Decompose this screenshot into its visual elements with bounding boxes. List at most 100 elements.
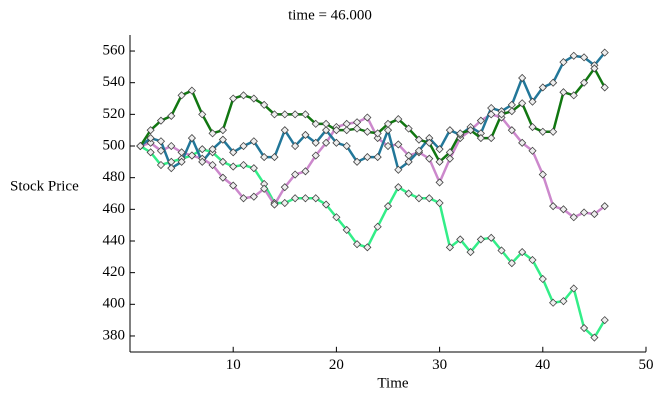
point-marker (146, 134, 155, 143)
point-marker (167, 111, 176, 120)
y-tick-label: 380 (103, 327, 126, 343)
point-marker (342, 225, 351, 234)
point-marker (445, 154, 454, 163)
point-marker (456, 235, 465, 244)
point-marker (538, 83, 547, 92)
point-marker (394, 140, 403, 149)
point-marker (332, 126, 341, 135)
point-marker (414, 146, 424, 155)
y-tick-label: 440 (103, 232, 126, 248)
point-marker (590, 210, 599, 219)
x-tick-label: 20 (329, 357, 344, 373)
point-marker (600, 48, 609, 57)
point-marker (218, 173, 227, 182)
point-marker (270, 200, 279, 209)
x-tick-label: 10 (226, 357, 241, 373)
point-marker (208, 160, 217, 170)
point-marker (559, 88, 568, 97)
point-marker (518, 73, 527, 83)
point-marker (569, 91, 578, 100)
point-marker (218, 126, 227, 135)
point-marker (383, 141, 393, 151)
point-marker (187, 134, 196, 143)
point-marker (456, 129, 465, 138)
point-marker (352, 124, 362, 133)
point-marker (177, 157, 186, 166)
point-marker (311, 119, 320, 128)
point-marker (538, 170, 547, 179)
point-marker (208, 129, 217, 138)
point-marker (363, 243, 372, 252)
point-marker (394, 165, 403, 174)
point-marker (291, 141, 300, 151)
point-marker (249, 137, 258, 146)
point-marker (373, 153, 382, 162)
point-marker (239, 91, 248, 100)
point-marker (352, 240, 362, 249)
point-marker (600, 83, 609, 92)
point-marker (239, 141, 248, 151)
point-marker (301, 130, 310, 139)
point-marker (239, 160, 248, 170)
y-tick-label: 500 (103, 137, 126, 153)
point-marker (260, 153, 269, 162)
point-marker (497, 246, 506, 255)
point-marker (559, 58, 568, 67)
point-marker (487, 134, 496, 143)
y-tick-label: 520 (103, 106, 126, 122)
point-marker (187, 151, 196, 160)
point-marker (414, 135, 424, 144)
point-marker (167, 141, 176, 151)
point-marker (373, 222, 382, 231)
point-marker (549, 127, 558, 136)
y-tick-label: 420 (103, 264, 126, 280)
point-marker (528, 255, 537, 265)
point-marker (507, 107, 516, 116)
point-marker (311, 151, 320, 160)
point-marker (549, 78, 558, 87)
point-marker (383, 202, 393, 211)
point-marker (136, 141, 145, 151)
point-marker (549, 202, 558, 211)
point-marker (208, 145, 217, 154)
point-marker (590, 333, 599, 342)
point-marker (363, 153, 372, 162)
point-marker (177, 91, 186, 100)
point-marker (249, 192, 258, 201)
point-marker (280, 110, 289, 119)
point-marker (549, 298, 558, 307)
point-marker (291, 110, 300, 119)
point-marker (466, 248, 475, 257)
y-tick-label: 480 (103, 169, 126, 185)
point-marker (383, 126, 393, 135)
series-line (139, 66, 606, 164)
point-marker (518, 99, 527, 108)
point-marker (435, 198, 444, 208)
point-marker (301, 194, 310, 203)
point-marker (425, 154, 434, 163)
point-marker (476, 235, 485, 244)
point-marker (600, 202, 609, 211)
point-marker (311, 194, 320, 203)
point-marker (229, 148, 238, 157)
point-marker (146, 148, 155, 157)
y-tick-label: 460 (103, 201, 126, 217)
point-marker (187, 86, 196, 95)
point-marker (146, 126, 155, 135)
point-marker (528, 122, 537, 132)
point-marker (270, 153, 279, 162)
point-marker (156, 116, 166, 125)
point-marker (218, 135, 227, 144)
point-marker (435, 157, 444, 166)
point-marker (363, 113, 372, 122)
point-marker (280, 198, 289, 208)
point-marker (291, 194, 300, 203)
point-marker (580, 208, 589, 217)
chart-title: time = 46.000 (288, 7, 372, 23)
point-marker (249, 94, 258, 103)
y-tick-label: 560 (103, 42, 126, 58)
point-marker (301, 167, 310, 176)
y-axis-label: Stock Price (10, 178, 79, 194)
point-marker (352, 157, 362, 166)
point-marker (404, 189, 413, 198)
